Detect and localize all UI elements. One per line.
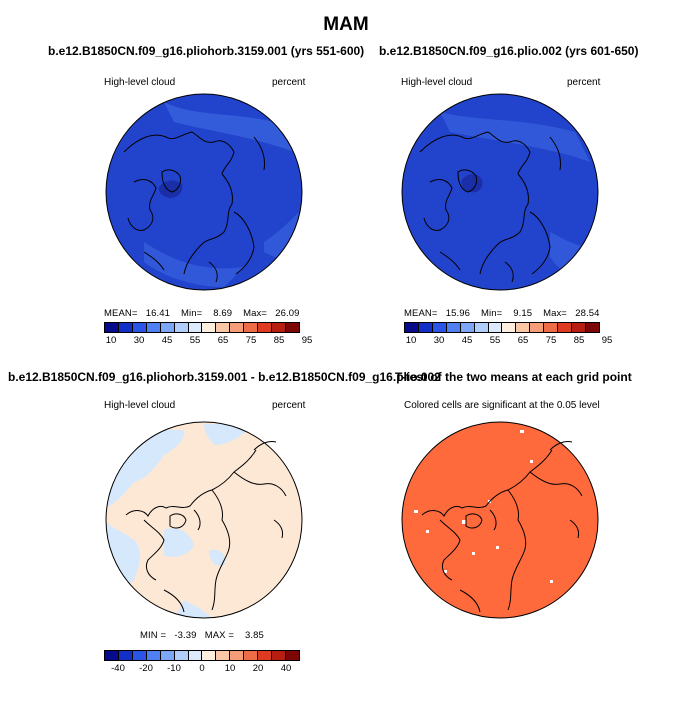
colorbar-swatch <box>105 323 119 332</box>
colorbar-swatch <box>585 323 599 332</box>
colorbar-tick-label: -10 <box>167 663 181 674</box>
colorbar-swatch <box>160 651 175 660</box>
variable-label-bottom-left: High-level cloud <box>104 400 176 411</box>
map-fill-bottom-right <box>402 422 598 618</box>
polar-map-bottom-right <box>401 421 599 619</box>
coastlines-bottom-left <box>125 441 287 613</box>
colorbar-swatch <box>118 323 133 332</box>
significance-note: Colored cells are significant at the 0.0… <box>404 400 600 411</box>
panel-title-bottom-left: b.e12.B1850CN.f09_g16.pliohorb.3159.001 … <box>8 370 441 384</box>
colorbar-tick-label: 75 <box>545 335 557 346</box>
colorbar-swatch <box>285 323 299 332</box>
panel-title-top-right: b.e12.B1850CN.f09_g16.plio.002 (yrs 601-… <box>379 44 639 58</box>
polar-map-top-left <box>105 93 303 291</box>
colorbar-swatch <box>202 651 217 660</box>
colorbar-bottom-left <box>104 650 300 661</box>
variable-label-top-left: High-level cloud <box>104 77 176 88</box>
colorbar-tick-label: 65 <box>217 335 229 346</box>
colorbar-top-left <box>104 322 300 333</box>
colorbar-swatch <box>474 323 489 332</box>
colorbar-swatch <box>216 323 231 332</box>
map-fill-bottom-left <box>106 422 302 618</box>
colorbar-tick-label: 65 <box>517 335 529 346</box>
colorbar-swatch <box>272 651 286 660</box>
colorbar-tick-label: 85 <box>573 335 585 346</box>
colorbar-swatch <box>188 323 203 332</box>
colorbar-tick-label: 20 <box>252 663 264 674</box>
colorbar-tick-label: -40 <box>111 663 125 674</box>
figure-title: MAM <box>323 14 369 35</box>
colorbar-swatch <box>272 323 286 332</box>
colorbar-swatch <box>460 323 475 332</box>
colorbar-tick-label: 95 <box>301 335 313 346</box>
colorbar-swatch <box>230 323 245 332</box>
units-label-top-left: percent <box>272 77 306 88</box>
colorbar-swatch <box>160 323 175 332</box>
colorbar-tick-label: 30 <box>133 335 145 346</box>
colorbar-swatch <box>258 651 273 660</box>
colorbar-swatch <box>188 651 203 660</box>
colorbar-swatch <box>174 323 189 332</box>
colorbar-swatch <box>405 323 419 332</box>
colorbar-ticks-bottom-left: -40 -20 -10 0 10 20 40 <box>104 663 300 677</box>
colorbar-tick-label: 40 <box>280 663 292 674</box>
colorbar-ticks-top-right: 10 30 45 55 65 75 85 95 <box>404 335 613 349</box>
colorbar-tick-label: 10 <box>105 335 117 346</box>
colorbar-tick-label: -20 <box>139 663 153 674</box>
colorbar-swatch <box>132 323 147 332</box>
colorbar-swatch <box>446 323 461 332</box>
colorbar-swatch <box>285 651 299 660</box>
stats-top-right: MEAN= 15.96 Min= 9.15 Max= 28.54 <box>404 308 600 319</box>
panel-title-top-left: b.e12.B1850CN.f09_g16.pliohorb.3159.001 … <box>48 44 365 58</box>
colorbar-tick-label: 45 <box>461 335 473 346</box>
colorbar-swatch <box>202 323 217 332</box>
colorbar-swatch <box>516 323 531 332</box>
colorbar-swatch <box>544 323 559 332</box>
stats-bottom-left: MIN = -3.39 MAX = 3.85 <box>140 630 264 641</box>
coastlines-bottom-right <box>421 441 583 613</box>
colorbar-tick-label: 30 <box>433 335 445 346</box>
colorbar-tick-label: 10 <box>224 663 236 674</box>
colorbar-swatch <box>118 651 133 660</box>
colorbar-tick-label: 85 <box>273 335 285 346</box>
variable-label-top-right: High-level cloud <box>401 77 473 88</box>
units-label-top-right: percent <box>567 77 601 88</box>
colorbar-swatch <box>132 651 147 660</box>
colorbar-swatch <box>174 651 189 660</box>
colorbar-swatch <box>488 323 503 332</box>
colorbar-tick-label: 55 <box>189 335 201 346</box>
colorbar-swatch <box>502 323 517 332</box>
panel-title-bottom-right: T-test of the two means at each grid poi… <box>395 370 632 384</box>
polar-map-bottom-left <box>105 421 303 619</box>
colorbar-swatch <box>432 323 447 332</box>
coastlines-top-left <box>123 131 265 283</box>
units-label-bottom-left: percent <box>272 400 306 411</box>
colorbar-swatch <box>258 323 273 332</box>
colorbar-tick-label: 75 <box>245 335 257 346</box>
colorbar-swatch <box>244 651 259 660</box>
colorbar-tick-label: 95 <box>601 335 613 346</box>
colorbar-ticks-top-left: 10 30 45 55 65 75 85 95 <box>104 335 313 349</box>
colorbar-swatch <box>418 323 433 332</box>
colorbar-tick-label: 45 <box>161 335 173 346</box>
colorbar-swatch <box>146 651 161 660</box>
colorbar-swatch <box>558 323 573 332</box>
colorbar-swatch <box>572 323 586 332</box>
stats-top-left: MEAN= 16.41 Min= 8.69 Max= 26.09 <box>104 308 300 319</box>
colorbar-swatch <box>105 651 119 660</box>
polar-map-top-right <box>401 93 599 291</box>
colorbar-swatch <box>230 651 245 660</box>
colorbar-swatch <box>530 323 545 332</box>
colorbar-swatch <box>244 323 259 332</box>
colorbar-swatch <box>146 323 161 332</box>
colorbar-top-right <box>404 322 600 333</box>
colorbar-tick-label: 55 <box>489 335 501 346</box>
colorbar-tick-label: 10 <box>405 335 417 346</box>
coastlines-top-right <box>419 131 561 283</box>
colorbar-tick-label: 0 <box>199 663 205 674</box>
colorbar-swatch <box>216 651 231 660</box>
